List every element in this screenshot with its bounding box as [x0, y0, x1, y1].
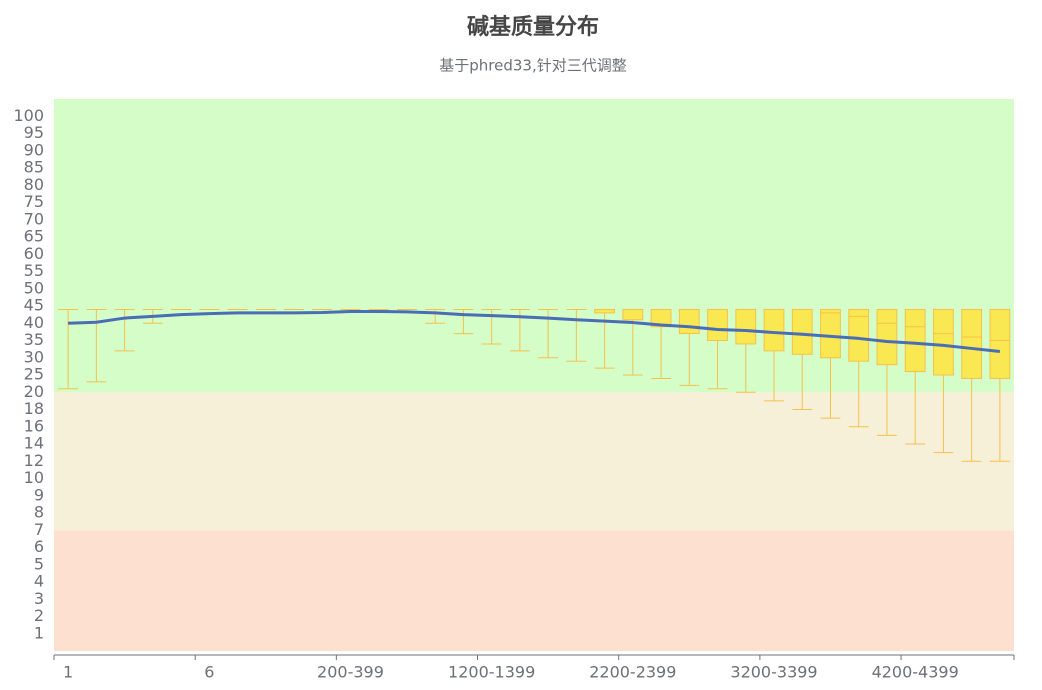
y-tick-label: 2	[34, 606, 44, 625]
y-tick-label: 3	[34, 589, 44, 608]
y-tick-label: 85	[24, 158, 44, 177]
box	[594, 308, 615, 314]
x-tick-label: 200-399	[317, 663, 384, 682]
y-tick-label: 35	[24, 330, 44, 349]
box	[678, 308, 700, 335]
y-tick-label: 30	[24, 347, 44, 366]
y-tick-label: 7	[34, 520, 44, 539]
y-tick-label: 1	[34, 623, 44, 642]
y-tick-label: 100	[13, 106, 44, 125]
y-tick-label: 55	[24, 261, 44, 280]
y-tick-label: 70	[24, 209, 44, 228]
box	[961, 308, 983, 379]
box	[707, 308, 728, 342]
y-tick-label: 25	[24, 365, 44, 384]
band	[54, 530, 1014, 651]
box	[763, 308, 785, 352]
box	[904, 308, 926, 373]
mean-line	[68, 310, 1001, 354]
x-tick-label: 4200-4399	[872, 663, 959, 682]
y-tick-label: 12	[24, 451, 44, 470]
y-tick-label: 14	[24, 434, 44, 453]
y-tick-label: 9	[34, 485, 44, 504]
chart-title: 碱基质量分布	[467, 14, 599, 40]
y-tick-label: 95	[24, 123, 44, 142]
x-tick-label: 6	[204, 663, 214, 682]
box	[933, 308, 954, 376]
chart-subtitle: 基于phred33,针对三代调整	[439, 57, 626, 75]
box	[622, 308, 644, 321]
y-tick-label: 16	[24, 416, 44, 435]
y-tick-label: 5	[34, 554, 44, 573]
y-tick-label: 65	[24, 227, 44, 246]
x-tick-label: 1	[63, 663, 73, 682]
x-tick-label: 3200-3399	[730, 663, 817, 682]
y-tick-label: 6	[34, 537, 44, 556]
box	[820, 308, 841, 359]
y-tick-label: 8	[34, 503, 44, 522]
y-tick-label: 18	[24, 399, 44, 418]
y-tick-label: 60	[24, 244, 44, 263]
y-tick-label: 4	[34, 572, 44, 591]
y-tick-label: 40	[24, 313, 44, 332]
box	[876, 308, 898, 366]
y-tick-label: 90	[24, 140, 44, 159]
box	[791, 308, 813, 355]
x-tick-label: 2200-2399	[589, 663, 676, 682]
y-tick-label: 45	[24, 296, 44, 315]
band	[54, 392, 1014, 531]
box	[989, 308, 1011, 379]
y-tick-label: 50	[24, 278, 44, 297]
y-tick-label: 10	[24, 468, 44, 487]
box	[735, 308, 757, 345]
y-tick-label: 20	[24, 382, 44, 401]
band	[54, 99, 1014, 393]
x-tick-label: 1200-1399	[448, 663, 535, 682]
y-tick-label: 75	[24, 192, 44, 211]
box	[848, 308, 870, 362]
y-tick-label: 80	[24, 175, 44, 194]
